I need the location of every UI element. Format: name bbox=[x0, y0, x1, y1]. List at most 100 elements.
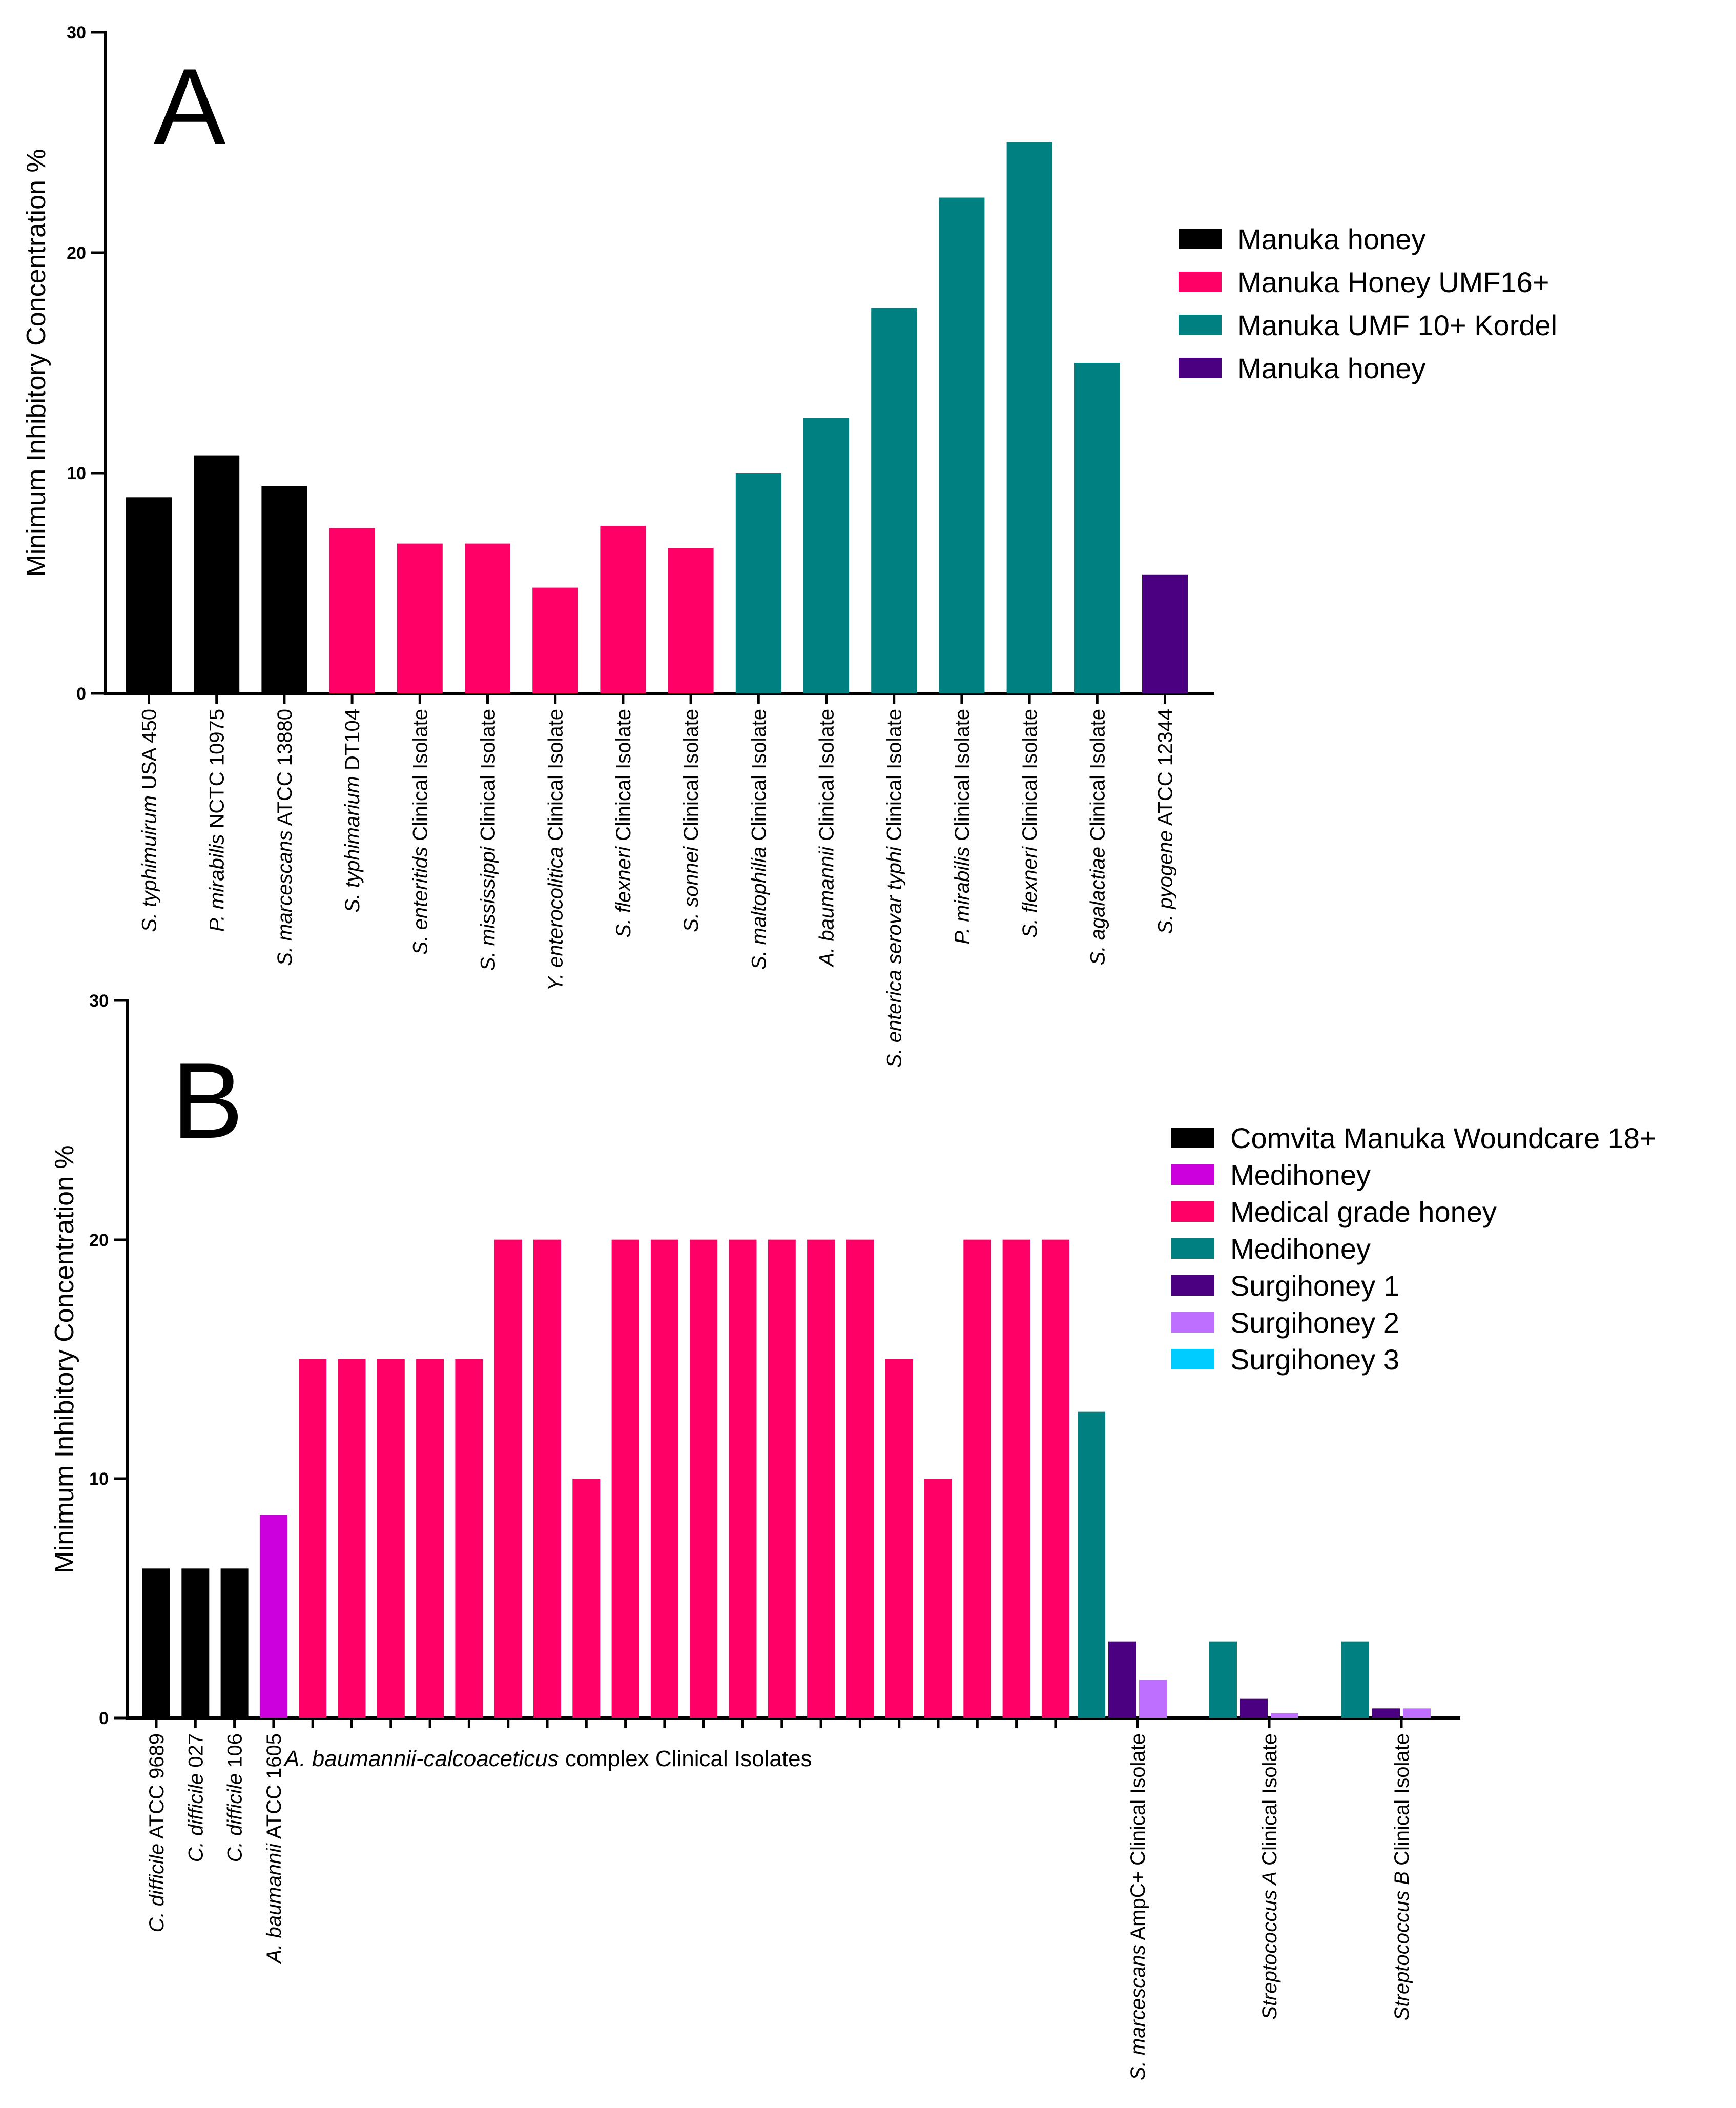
bar bbox=[455, 1359, 483, 1718]
legend-a-swatch bbox=[1179, 358, 1222, 378]
panel-a-ytick-label: 20 bbox=[67, 243, 86, 263]
panel-a: A 30 20 10 0 Minimum Inhibitory Concentr… bbox=[22, 23, 1557, 1068]
x-tick-label: S. enteritids Clinical Isolate bbox=[409, 709, 431, 955]
legend-b-label: Surgihoney 2 bbox=[1230, 1306, 1399, 1339]
legend-b-swatch bbox=[1171, 1238, 1214, 1259]
bar bbox=[650, 1239, 678, 1718]
x-tick-label-rest: ATCC 1605 bbox=[263, 1733, 285, 1844]
panel-b-y-axis-title: Minimum Inhibitory Concentration % bbox=[50, 1145, 79, 1573]
bar bbox=[142, 1568, 170, 1718]
x-tick-label: S. typhimuirum USA 450 bbox=[138, 709, 161, 932]
legend-b-swatch bbox=[1171, 1164, 1214, 1185]
panel-b-ytick-label: 0 bbox=[99, 1709, 109, 1728]
panel-b-ytick-label: 30 bbox=[89, 991, 109, 1011]
bar bbox=[126, 497, 172, 693]
x-tick-label-italic: C. difficile bbox=[224, 1773, 246, 1862]
bar bbox=[735, 473, 781, 693]
x-tick-label-rest: ATCC 12344 bbox=[1154, 709, 1177, 830]
x-tick-label-rest: ATCC 9689 bbox=[146, 1733, 168, 1844]
x-tick-label-italic: S. flexneri bbox=[612, 846, 635, 938]
x-tick-label-rest: AmpC+ Clinical Isolate bbox=[1127, 1733, 1149, 1945]
bar bbox=[924, 1479, 952, 1718]
panel-a-ytick-label: 30 bbox=[67, 23, 86, 43]
legend-b-label: Medihoney bbox=[1230, 1233, 1371, 1265]
bar bbox=[181, 1568, 210, 1718]
bar bbox=[803, 418, 849, 693]
legend-b-label: Surgihoney 1 bbox=[1230, 1270, 1399, 1302]
legend-a-swatch bbox=[1179, 315, 1222, 335]
bar bbox=[1078, 1411, 1105, 1718]
x-tick-label-italic: S. maltophilia bbox=[748, 847, 770, 970]
panel-b-group-label: A. baumannii-calcoaceticus complex Clini… bbox=[283, 1746, 812, 1771]
x-tick-label: S. enterica serovar typhi Clinical Isola… bbox=[883, 709, 906, 1068]
bar bbox=[1240, 1698, 1268, 1718]
bar bbox=[220, 1568, 249, 1718]
x-tick-label-rest: Clinical Isolate bbox=[883, 709, 906, 847]
x-tick-label-rest: Clinical Isolate bbox=[680, 709, 702, 847]
x-tick-label: A. baumannii ATCC 1605 bbox=[263, 1733, 285, 1964]
x-tick-label-italic: S. enterica serovar typhi bbox=[883, 846, 906, 1068]
bar bbox=[494, 1239, 522, 1718]
panel-a-bars bbox=[126, 142, 1188, 704]
x-tick-label: S. mississippi Clinical Isolate bbox=[477, 709, 500, 971]
bar bbox=[465, 543, 510, 693]
bar bbox=[1074, 363, 1120, 693]
panel-a-letter: A bbox=[154, 46, 225, 167]
bar bbox=[690, 1239, 718, 1718]
x-tick-label-italic: Streptococcus B bbox=[1391, 1871, 1413, 2020]
x-tick-label-italic: S. marcescans bbox=[274, 830, 296, 966]
panel-b-letter: B bbox=[172, 1040, 243, 1161]
x-tick-label-rest: Clinical Isolate bbox=[816, 709, 838, 847]
x-tick-label: S. flexneri Clinical Isolate bbox=[612, 709, 635, 938]
bar bbox=[807, 1239, 835, 1718]
x-tick-label-italic: C. difficile bbox=[184, 1773, 207, 1862]
legend-a-label: Manuka honey bbox=[1237, 352, 1425, 384]
group-label-rest: complex Clinical Isolates bbox=[559, 1746, 812, 1771]
bar bbox=[416, 1359, 444, 1718]
x-tick-label-rest: Clinical Isolate bbox=[748, 709, 770, 847]
bar bbox=[1041, 1239, 1069, 1718]
x-tick-label-rest: Clinical Isolate bbox=[545, 709, 567, 847]
bar bbox=[533, 1239, 561, 1718]
bar bbox=[885, 1359, 913, 1718]
bar bbox=[572, 1479, 601, 1718]
x-tick-label: S. marcescans ATCC 13880 bbox=[274, 709, 296, 966]
legend-b-label: Medical grade honey bbox=[1230, 1196, 1497, 1228]
x-tick-label: S. flexneri Clinical Isolate bbox=[1019, 709, 1041, 938]
x-tick-label-italic: S. typhimarium bbox=[341, 776, 364, 913]
x-tick-label-italic: S. sonnei bbox=[680, 846, 702, 932]
bar bbox=[299, 1359, 327, 1718]
x-tick-label: S. maltophilia Clinical Isolate bbox=[748, 709, 770, 970]
x-tick-label-italic: S. mississippi bbox=[477, 846, 500, 971]
x-tick-label-italic: A. baumannii bbox=[816, 846, 838, 968]
group-label-italic: A. baumannii-calcoaceticus bbox=[283, 1746, 559, 1771]
panel-a-y-axis-title: Minimum Inhibitory Concentration % bbox=[22, 149, 51, 577]
bar bbox=[1002, 1239, 1030, 1718]
x-tick-label-italic: P. mirabilis bbox=[951, 847, 974, 944]
x-tick-label-rest: USA 450 bbox=[138, 709, 161, 795]
x-tick-label-rest: ATCC 13880 bbox=[274, 709, 296, 830]
bar bbox=[963, 1239, 991, 1718]
x-tick-label: P. mirabilis Clinical Isolate bbox=[951, 709, 974, 944]
bar bbox=[532, 587, 578, 693]
x-tick-label-rest: Clinical Isolate bbox=[1086, 709, 1109, 847]
legend-b-swatch bbox=[1171, 1349, 1214, 1369]
x-tick-label: C. difficile ATCC 9689 bbox=[146, 1733, 168, 1932]
panel-b-x-labels: C. difficile ATCC 9689 C. difficile 027C.… bbox=[146, 1733, 1413, 2080]
bar bbox=[329, 528, 375, 693]
x-tick-label-rest: Clinical Isolate bbox=[1391, 1733, 1413, 1871]
legend-b-swatch bbox=[1171, 1128, 1214, 1148]
x-tick-label-rest: 106 bbox=[224, 1733, 246, 1773]
x-tick-label-italic: S. typhimuirum bbox=[138, 795, 161, 932]
x-tick-label: S. typhimarium DT104 bbox=[341, 709, 364, 913]
legend-a-label: Manuka honey bbox=[1237, 223, 1425, 255]
x-tick-label-rest: DT104 bbox=[341, 709, 364, 776]
x-tick-label-italic: S. flexneri bbox=[1019, 846, 1041, 938]
x-tick-label: C. difficile 106 bbox=[224, 1733, 246, 1862]
bar bbox=[1006, 142, 1052, 693]
x-tick-label-rest: Clinical Isolate bbox=[951, 709, 974, 847]
legend-b-label: Medihoney bbox=[1230, 1159, 1371, 1191]
panel-b-legend: Comvita Manuka Woundcare 18+ Medihoney Med… bbox=[1171, 1122, 1657, 1376]
bar bbox=[338, 1359, 366, 1718]
panel-a-x-labels: S. typhimuirum USA 450 P. mirabilis NCTC … bbox=[138, 709, 1177, 1068]
